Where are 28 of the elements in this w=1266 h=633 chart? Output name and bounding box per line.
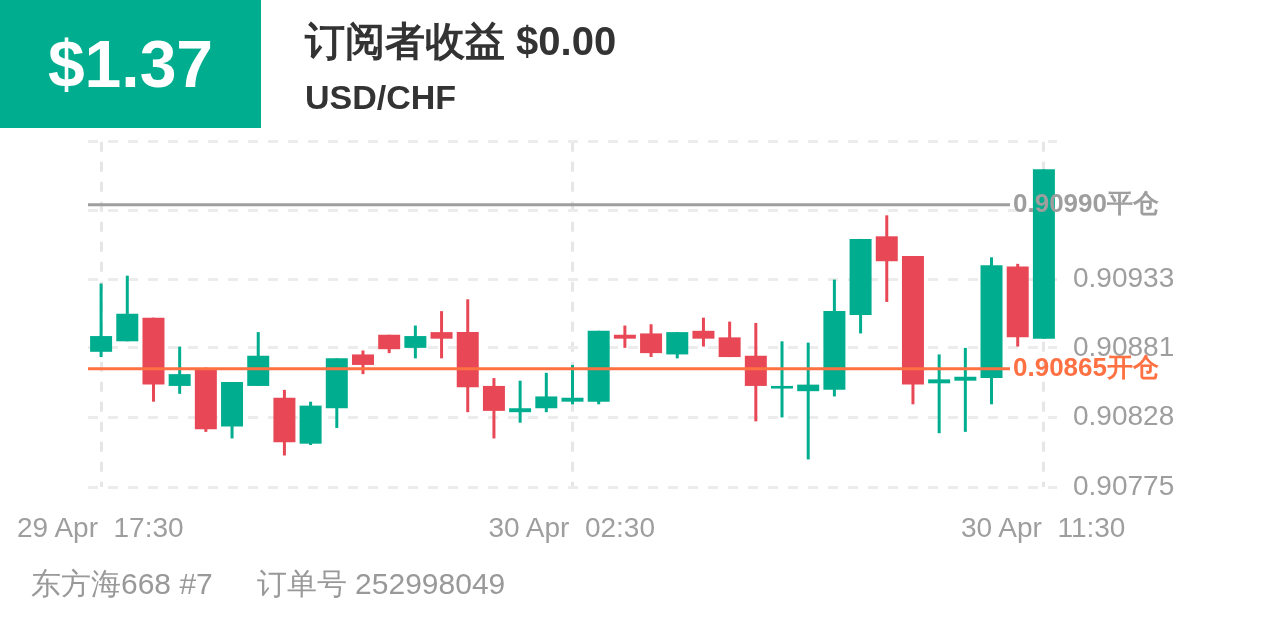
x-tick-label: 30 Apr 11:30 [960, 511, 1126, 543]
candlestick [430, 311, 453, 359]
y-tick-label: 0.90828 [1073, 400, 1175, 432]
candlestick [797, 342, 820, 460]
candlestick [718, 321, 741, 359]
text: 订单号 252998049 [256, 567, 506, 600]
text: $1.37 [0, 0, 261, 128]
chart-title: 订阅者收益 $0.00 [305, 18, 617, 65]
candlestick [666, 332, 689, 359]
chart-subtitle: USD/CHF [305, 78, 457, 117]
candlestick [692, 317, 715, 347]
x-tick-label: 29 Apr 17:30 [17, 511, 184, 543]
text: 东方海668 #7 [31, 567, 213, 600]
candlestick [928, 354, 951, 435]
x-tick-label: 30 Apr 02:30 [488, 511, 656, 543]
y-tick-label: 0.90775 [1073, 469, 1175, 501]
candlestick [561, 363, 584, 405]
candlestick [771, 341, 794, 418]
candlestick [613, 325, 636, 348]
candlestick [168, 346, 191, 394]
candlestick [535, 371, 558, 414]
y-tick-label: 0.90933 [1073, 262, 1175, 294]
candlestick [640, 324, 663, 359]
candlestick [509, 380, 532, 423]
candlestick [351, 350, 374, 376]
candlestick [404, 325, 427, 359]
candlestick [954, 346, 977, 432]
candlestick [90, 283, 113, 359]
